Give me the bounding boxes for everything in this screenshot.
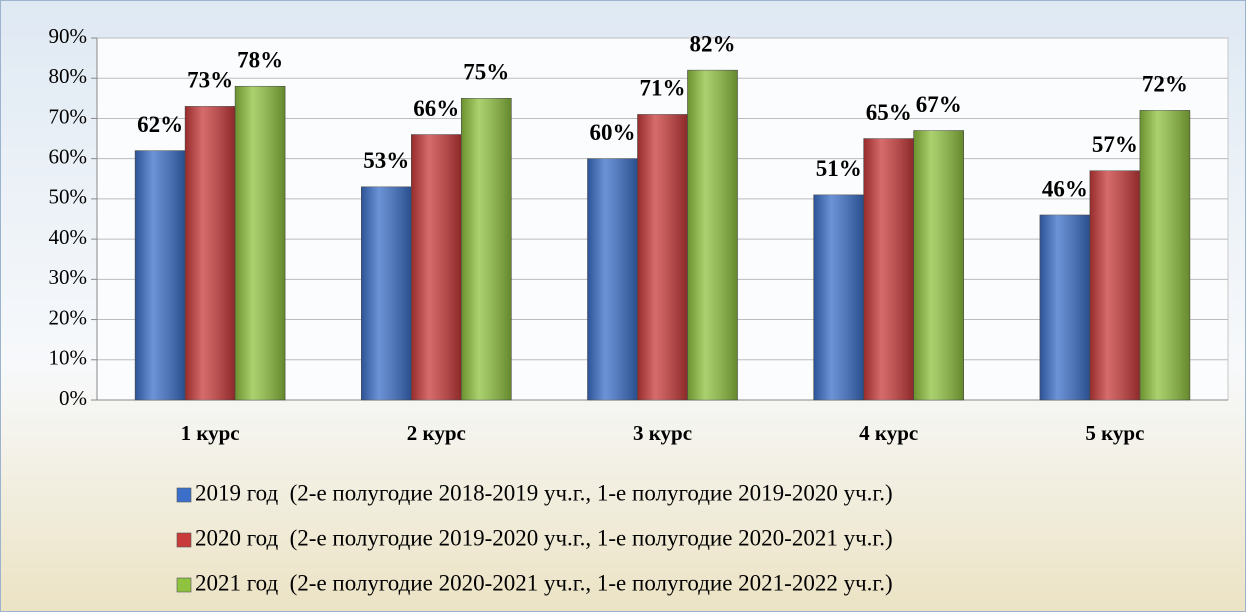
legend-label: 2020 год (2-е полугодие 2019-2020 уч.г.,… xyxy=(195,525,893,550)
legend-swatch xyxy=(176,487,192,503)
value-label: 71% xyxy=(640,76,686,101)
bar-shade xyxy=(863,138,914,401)
value-label: 53% xyxy=(363,148,409,173)
value-label: 57% xyxy=(1092,132,1138,157)
bar-shade xyxy=(411,134,462,401)
y-tick-label: 60% xyxy=(49,144,88,168)
x-tick-label: 2 курс xyxy=(407,421,466,445)
y-tick-label: 40% xyxy=(49,225,88,249)
bar-shade xyxy=(1039,214,1090,400)
value-label: 65% xyxy=(866,100,912,125)
value-label: 72% xyxy=(1142,72,1188,97)
bar-shade xyxy=(461,98,512,400)
y-tick-label: 50% xyxy=(49,185,88,209)
value-label: 51% xyxy=(816,156,862,181)
y-tick-label: 0% xyxy=(59,386,87,410)
legend-label: 2021 год (2-е полугодие 2020-2021 уч.г.,… xyxy=(195,570,893,595)
y-tick-label: 90% xyxy=(49,24,88,48)
bar-shade xyxy=(235,86,286,401)
legend-label: 2019 год (2-е полугодие 2018-2019 уч.г.,… xyxy=(195,480,893,505)
value-label: 67% xyxy=(916,92,962,117)
legend-swatch xyxy=(176,532,192,548)
value-label: 82% xyxy=(690,31,736,56)
bar-shade xyxy=(185,106,236,400)
x-tick-label: 3 курс xyxy=(633,421,692,445)
bar-shade xyxy=(361,186,412,400)
value-label: 78% xyxy=(237,48,283,73)
legend-swatch xyxy=(176,577,192,593)
bar-shade xyxy=(587,158,638,400)
bar-shade xyxy=(1139,110,1190,401)
y-tick-label: 20% xyxy=(49,305,88,329)
bar-shade xyxy=(1089,170,1140,400)
x-tick-label: 4 курс xyxy=(859,421,918,445)
bar-shade xyxy=(687,70,738,400)
bar-shade xyxy=(637,114,688,400)
bar-shade xyxy=(913,130,964,400)
x-tick-label: 5 курс xyxy=(1085,421,1144,445)
y-tick-label: 80% xyxy=(49,64,88,88)
value-label: 73% xyxy=(187,68,233,93)
bar-shade xyxy=(813,194,864,400)
value-label: 62% xyxy=(137,112,183,137)
y-tick-label: 30% xyxy=(49,265,88,289)
y-tick-label: 10% xyxy=(49,346,88,370)
value-label: 66% xyxy=(413,96,459,121)
x-tick-label: 1 курс xyxy=(181,421,240,445)
value-label: 60% xyxy=(590,120,636,145)
y-tick-label: 70% xyxy=(49,104,88,128)
value-label: 75% xyxy=(463,60,509,85)
bar-shade xyxy=(135,150,186,400)
value-label: 46% xyxy=(1042,176,1088,201)
